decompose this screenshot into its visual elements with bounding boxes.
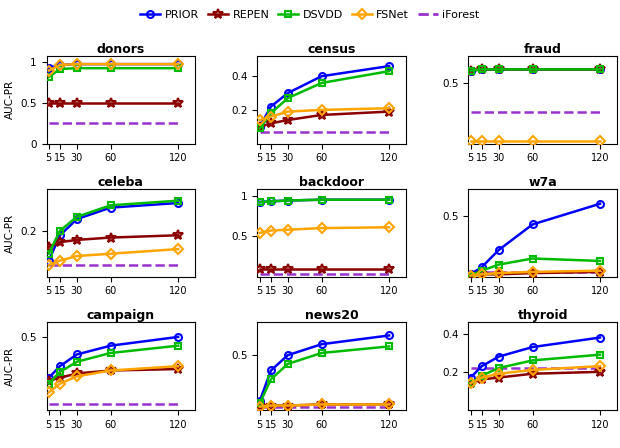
Y-axis label: AUC-PR: AUC-PR	[5, 213, 15, 253]
Title: celeba: celeba	[98, 176, 144, 189]
Title: thyroid: thyroid	[517, 309, 568, 322]
Legend: PRIOR, REPEN, DSVDD, FSNet, iForest: PRIOR, REPEN, DSVDD, FSNet, iForest	[136, 5, 484, 25]
Y-axis label: AUC-PR: AUC-PR	[5, 80, 15, 119]
Title: campaign: campaign	[87, 309, 155, 322]
Title: donors: donors	[97, 43, 145, 56]
Title: news20: news20	[305, 309, 358, 322]
Y-axis label: AUC-PR: AUC-PR	[5, 347, 15, 386]
Title: backdoor: backdoor	[299, 176, 364, 189]
Title: fraud: fraud	[524, 43, 562, 56]
Title: census: census	[308, 43, 356, 56]
Title: w7a: w7a	[528, 176, 557, 189]
